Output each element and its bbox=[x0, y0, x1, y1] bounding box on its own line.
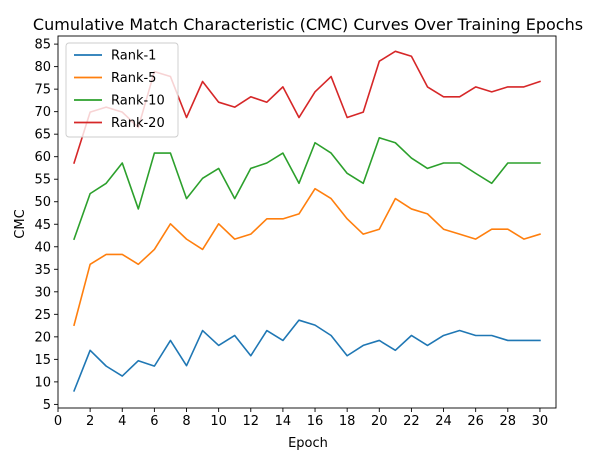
x-tick-label: 2 bbox=[86, 414, 94, 429]
x-tick-label: 10 bbox=[210, 414, 227, 429]
plot-frame bbox=[57, 35, 557, 409]
legend-label-rank-5: Rank-5 bbox=[111, 71, 156, 86]
y-tick-label: 60 bbox=[34, 150, 51, 165]
y-tick-label: 70 bbox=[34, 105, 51, 120]
y-tick-label: 75 bbox=[34, 83, 51, 98]
y-tick-label: 50 bbox=[34, 195, 51, 210]
x-tick-label: 4 bbox=[118, 414, 126, 429]
x-tick-label: 16 bbox=[307, 414, 324, 429]
legend-box bbox=[65, 42, 179, 138]
y-tick-label: 10 bbox=[34, 375, 51, 390]
legend: Rank-1 Rank-5 Rank-10 Rank-20 bbox=[65, 42, 179, 138]
legend-label-rank-1: Rank-1 bbox=[111, 49, 156, 64]
y-tick-label: 55 bbox=[34, 173, 51, 188]
y-tick-label: 85 bbox=[34, 38, 51, 53]
legend-label-rank-10: Rank-10 bbox=[111, 94, 165, 109]
series-line-rank-5 bbox=[73, 187, 541, 327]
legend-label-rank-20: Rank-20 bbox=[111, 116, 165, 131]
x-axis-label: Epoch bbox=[288, 436, 328, 451]
x-tick-label: 22 bbox=[403, 414, 420, 429]
chart-title: Cumulative Match Characteristic (CMC) Cu… bbox=[33, 15, 583, 34]
x-tick-label: 30 bbox=[532, 414, 549, 429]
plot-area: 0 2 4 6 8 10 12 14 16 18 20 22 24 26 28 305101520253035… bbox=[34, 35, 557, 429]
y-tick-label: 20 bbox=[34, 330, 51, 345]
y-tick-label: 15 bbox=[34, 353, 51, 368]
y-tick-label: 5 bbox=[43, 398, 51, 413]
series-line-rank-10 bbox=[73, 136, 541, 241]
y-tick-label: 25 bbox=[34, 308, 51, 323]
x-tick-label: 24 bbox=[435, 414, 452, 429]
y-tick-label: 80 bbox=[34, 60, 51, 75]
y-tick-label: 35 bbox=[34, 263, 51, 278]
y-tick-label: 65 bbox=[34, 128, 51, 143]
x-tick-label: 12 bbox=[243, 414, 260, 429]
x-tick-label: 8 bbox=[182, 414, 190, 429]
x-tick-label: 0 bbox=[54, 414, 62, 429]
y-tick-label: 45 bbox=[34, 218, 51, 233]
y-tick-label: 30 bbox=[34, 285, 51, 300]
x-tick-label: 14 bbox=[275, 414, 292, 429]
x-tick-label: 18 bbox=[339, 414, 356, 429]
x-tick-label: 6 bbox=[150, 414, 158, 429]
x-tick-label: 28 bbox=[500, 414, 517, 429]
x-tick-label: 20 bbox=[371, 414, 388, 429]
series-line-rank-1 bbox=[73, 319, 541, 392]
y-tick-label: 40 bbox=[34, 240, 51, 255]
y-axis-label: CMC bbox=[13, 209, 28, 238]
x-tick-label: 26 bbox=[467, 414, 484, 429]
